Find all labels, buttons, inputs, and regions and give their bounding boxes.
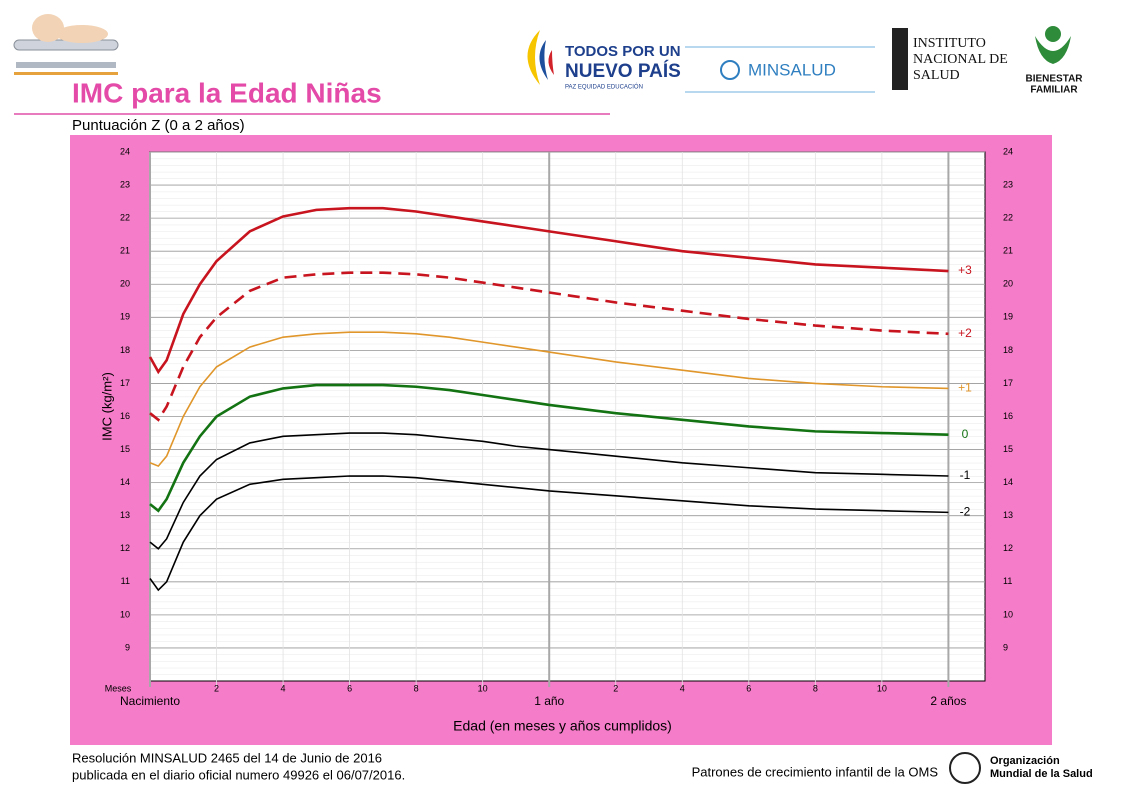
y-tick-label: 20 bbox=[120, 279, 130, 289]
y-tick-label-right: 18 bbox=[1003, 345, 1013, 355]
z-score-line bbox=[149, 475, 949, 592]
x-tick-label: 2 años bbox=[930, 694, 966, 708]
x-tick-label: 8 bbox=[813, 683, 818, 693]
y-tick-label: 24 bbox=[120, 146, 130, 156]
z-score-line bbox=[148, 206, 949, 375]
z-score-line bbox=[149, 271, 949, 422]
logo-text: PAZ EQUIDAD EDUCACIÓN bbox=[565, 84, 643, 91]
y-tick-label-right: 15 bbox=[1003, 444, 1013, 454]
oms-emblem bbox=[949, 752, 981, 784]
x-tick-label: 8 bbox=[414, 683, 419, 693]
ins-mark bbox=[892, 28, 908, 90]
logo-text: BIENESTAR bbox=[1025, 74, 1083, 85]
y-tick-label: 17 bbox=[120, 378, 130, 388]
y-tick-label-right: 17 bbox=[1003, 378, 1013, 388]
footer-org: Mundial de la Salud bbox=[990, 768, 1093, 780]
logo-text: NACIONAL DE bbox=[913, 52, 1008, 67]
logo-text: INSTITUTO bbox=[913, 36, 986, 51]
baby-icon bbox=[13, 14, 119, 75]
logo-text: NUEVO PAÍS bbox=[565, 60, 681, 82]
footer-source: Patrones de crecimiento infantil de la O… bbox=[692, 764, 939, 779]
y-tick-label-right: 16 bbox=[1003, 411, 1013, 421]
y-tick-label: 16 bbox=[120, 411, 130, 421]
logo-seal bbox=[720, 60, 740, 80]
chart-subtitle: Puntuación Z (0 a 2 años) bbox=[72, 117, 245, 134]
y-tick-label-right: 20 bbox=[1003, 279, 1013, 289]
y-axis-title: IMC (kg/m²) bbox=[99, 372, 114, 441]
y-tick-label-right: 23 bbox=[1003, 179, 1013, 189]
y-tick-label-right: 24 bbox=[1003, 146, 1013, 156]
logo-text: FAMILIAR bbox=[1030, 85, 1078, 96]
x-tick-label: 10 bbox=[877, 683, 887, 693]
logo-text: SALUD bbox=[913, 68, 960, 83]
x-tick-label: 6 bbox=[347, 683, 352, 693]
x-unit-label: Meses bbox=[105, 683, 132, 693]
series-label: +3 bbox=[958, 263, 972, 277]
y-tick-label-right: 22 bbox=[1003, 213, 1013, 223]
y-tick-label: 15 bbox=[120, 444, 130, 454]
z-score-line bbox=[149, 383, 949, 513]
y-tick-label-right: 14 bbox=[1003, 477, 1013, 487]
logo-text: TODOS POR UN bbox=[565, 43, 681, 60]
y-tick-label: 21 bbox=[120, 246, 130, 256]
x-tick-label: 2 bbox=[214, 683, 219, 693]
y-tick-label: 19 bbox=[120, 312, 130, 322]
y-tick-label-right: 19 bbox=[1003, 312, 1013, 322]
y-tick-label-right: 9 bbox=[1003, 642, 1008, 652]
x-tick-label: 1 año bbox=[534, 694, 564, 708]
x-tick-label: 6 bbox=[746, 683, 751, 693]
x-tick-label: Nacimiento bbox=[120, 694, 180, 708]
y-tick-label: 12 bbox=[120, 543, 130, 553]
y-tick-label: 10 bbox=[120, 609, 130, 619]
z-score-line bbox=[149, 331, 949, 468]
y-tick-label-right: 12 bbox=[1003, 543, 1013, 553]
y-tick-label: 11 bbox=[121, 576, 130, 586]
logo-todos: TODOS POR UN NUEVO PAÍS PAZ EQUIDAD EDUC… bbox=[527, 30, 681, 91]
bienestar-icon bbox=[1035, 26, 1071, 64]
y-tick-label: 14 bbox=[120, 477, 130, 487]
x-tick-label: 4 bbox=[281, 683, 286, 693]
logo-text: MINSALUD bbox=[748, 60, 836, 79]
y-tick-label-right: 10 bbox=[1003, 609, 1013, 619]
series-label: -1 bbox=[960, 468, 971, 482]
series-label: +2 bbox=[958, 326, 972, 340]
y-tick-label-right: 21 bbox=[1003, 246, 1013, 256]
chart-title: IMC para la Edad Niñas bbox=[72, 77, 382, 108]
z-score-line bbox=[149, 432, 949, 550]
series-label: +1 bbox=[958, 381, 972, 395]
series-label: -2 bbox=[960, 505, 971, 519]
footer-text: Resolución MINSALUD 2465 del 14 de Junio… bbox=[72, 750, 382, 765]
y-tick-label: 13 bbox=[120, 510, 130, 520]
x-axis-title: Edad (en meses y años cumplidos) bbox=[453, 718, 672, 734]
y-tick-label: 18 bbox=[120, 345, 130, 355]
footer-text: publicada en el diario oficial numero 49… bbox=[72, 767, 405, 782]
x-tick-label: 2 bbox=[613, 683, 618, 693]
x-tick-label: 4 bbox=[680, 683, 685, 693]
footer-org: Organización bbox=[990, 755, 1060, 767]
y-tick-label-right: 13 bbox=[1003, 510, 1013, 520]
y-tick-label-right: 11 bbox=[1003, 576, 1012, 586]
x-tick-label: 10 bbox=[478, 683, 488, 693]
y-tick-label: 23 bbox=[120, 179, 130, 189]
y-tick-label: 9 bbox=[125, 642, 130, 652]
series-label: 0 bbox=[962, 427, 969, 441]
y-tick-label: 22 bbox=[120, 213, 130, 223]
